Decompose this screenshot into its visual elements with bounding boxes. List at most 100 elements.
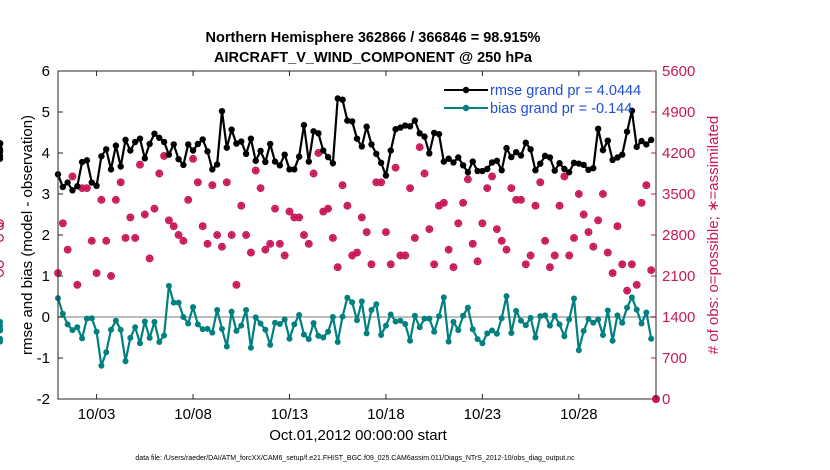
obs-possible-point (0, 222, 4, 231)
rmse-point (402, 122, 409, 129)
obs-assimilated-point (334, 263, 342, 271)
rmse-point (594, 125, 602, 133)
rmse-point (575, 160, 583, 167)
obs-assimilated-point (256, 184, 265, 192)
rmse-point (185, 141, 192, 148)
bias-point (445, 338, 452, 345)
rmse-point (238, 138, 245, 145)
obs-assimilated-point (92, 269, 101, 277)
rmse-point (103, 146, 110, 153)
obs-assimilated-point (623, 287, 631, 295)
rmse-point (262, 158, 269, 166)
bias-point (522, 322, 529, 329)
bias-point (546, 322, 553, 329)
bias-point (416, 324, 423, 331)
rmse-point (78, 158, 86, 166)
obs-assimilated-point (478, 219, 486, 227)
rmse-point (628, 107, 636, 114)
rmse-point (397, 124, 404, 131)
bias-point (296, 311, 303, 318)
obs-assimilated-point (387, 260, 395, 268)
rmse-point (175, 155, 182, 163)
rmse-point (416, 130, 423, 137)
bias-point (69, 327, 76, 334)
rmse-point (136, 135, 144, 142)
obs-assimilated-point (338, 181, 347, 189)
x-tick-label: 10/18 (367, 406, 405, 423)
rmse-point (83, 157, 91, 164)
rmse-point (363, 123, 370, 130)
x-tick-label: 10/23 (464, 406, 502, 423)
bias-point (537, 313, 544, 320)
obs-assimilated-point (604, 248, 612, 257)
bias-point (551, 312, 558, 319)
rmse-point (479, 167, 486, 175)
obs-assimilated-point (59, 219, 67, 227)
bias-point (74, 324, 81, 331)
bias-point (132, 324, 139, 331)
obs-assimilated-point (121, 234, 130, 242)
rmse-point (242, 150, 250, 158)
bias-point (320, 334, 327, 341)
obs-assimilated-point (594, 216, 602, 224)
bias-point (493, 330, 500, 337)
obs-assimilated-point (440, 199, 448, 207)
rmse-point (585, 166, 592, 174)
bias-point (556, 321, 563, 328)
bias-point (267, 341, 274, 348)
obs-assimilated-point (276, 240, 284, 248)
obs-assimilated-point (555, 202, 564, 210)
obs-assimilated-point (507, 184, 515, 192)
rmse-point (266, 140, 274, 148)
bias-point (450, 318, 457, 325)
bias-point (628, 294, 635, 301)
rmse-point (426, 150, 433, 157)
bias-point (624, 304, 631, 311)
rmse-point (551, 167, 558, 174)
obs-assimilated-point (416, 143, 424, 151)
obs-assimilated-point (449, 263, 458, 271)
bias-point (180, 314, 187, 320)
bias-point (609, 337, 616, 344)
obs-assimilated-point (136, 161, 144, 169)
rmse-point (411, 117, 419, 124)
plot-area (58, 71, 656, 399)
rmse-point (218, 107, 226, 115)
bias-point (170, 299, 177, 306)
bias-point (209, 329, 216, 336)
rmse-point (93, 182, 100, 189)
bias-point (599, 332, 606, 339)
obs-assimilated-point (522, 260, 530, 268)
bias-point (575, 347, 582, 354)
rmse-point (503, 144, 510, 152)
obs-assimilated-point (589, 243, 597, 251)
rmse-point (368, 141, 375, 148)
obs-assimilated-point (527, 251, 535, 260)
bias-point (79, 335, 86, 342)
rmse-point (0, 140, 4, 148)
obs-assimilated-point (411, 234, 419, 242)
y-tick-label: 3 (42, 186, 50, 203)
data-file-footnote: data file: /Users/raeder/DAI/ATM_forcXX/… (135, 455, 575, 462)
rmse-point (464, 169, 472, 176)
obs-assimilated-point (358, 213, 366, 222)
obs-assimilated-point (512, 196, 520, 204)
bias-point (489, 327, 496, 334)
bias-point (98, 362, 105, 369)
rmse-point (156, 134, 163, 142)
rmse-point (305, 158, 312, 165)
obs-assimilated-point (102, 237, 110, 245)
bias-point (262, 326, 269, 333)
rmse-point (561, 165, 568, 173)
rmse-point (339, 96, 346, 103)
rmse-point (623, 128, 631, 135)
obs-assimilated-point (647, 266, 655, 274)
bias-point (402, 320, 409, 327)
obs-assimilated-point (353, 248, 361, 257)
bias-point (310, 320, 317, 327)
y-tick-label: 6 (42, 63, 50, 80)
x-tick-label: 10/28 (560, 406, 598, 423)
obs-assimilated-point (575, 190, 583, 198)
chart-title-line1: Northern Hemisphere 362866 / 366846 = 98… (206, 30, 541, 46)
y-axis-label: rmse and bias (model - observation) (19, 115, 36, 355)
